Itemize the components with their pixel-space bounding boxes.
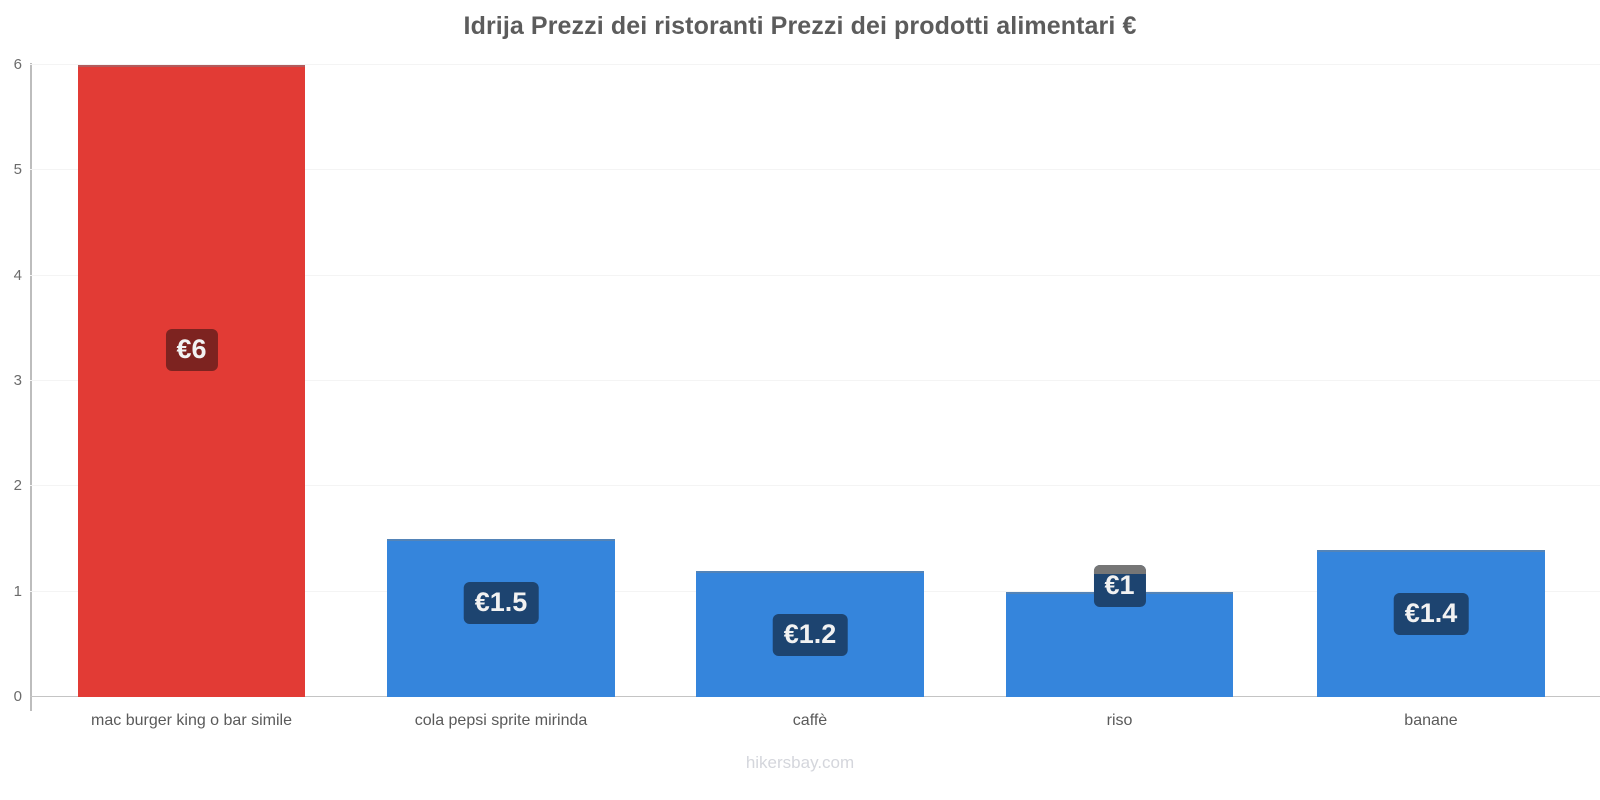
bar-value-label: €1.2 bbox=[772, 613, 848, 656]
bar-top-edge bbox=[78, 65, 305, 67]
x-tick-label: cola pepsi sprite mirinda bbox=[414, 712, 588, 729]
bar-top-edge bbox=[696, 570, 924, 573]
gridline bbox=[30, 64, 1600, 65]
y-tick-label: 1 bbox=[13, 582, 22, 600]
y-tick-label: 4 bbox=[13, 266, 22, 284]
x-tick-label: caffè bbox=[792, 712, 828, 729]
bar[interactable] bbox=[1006, 591, 1233, 697]
gridline bbox=[30, 485, 1600, 487]
bar-value-label: €6 bbox=[165, 329, 218, 371]
y-tick-label: 2 bbox=[13, 477, 22, 495]
y-tick-label: 3 bbox=[13, 372, 22, 389]
bar[interactable] bbox=[78, 65, 305, 697]
gridline bbox=[30, 169, 1600, 171]
bar-top-edge bbox=[387, 539, 615, 541]
chart-title: Idrija Prezzi dei ristoranti Prezzi dei … bbox=[463, 12, 1137, 40]
y-tick-label: 5 bbox=[13, 161, 22, 179]
gridline bbox=[30, 274, 1600, 276]
x-tick-label: mac burger king o bar simile bbox=[91, 712, 292, 729]
y-tick-label: 6 bbox=[13, 56, 22, 73]
footer-credit: hikersbay.com bbox=[745, 753, 855, 772]
y-axis-line bbox=[30, 63, 32, 711]
y-tick-label: 0 bbox=[13, 688, 22, 705]
bar-value-label: €1 bbox=[1093, 564, 1146, 607]
bar-value-label: €1.4 bbox=[1393, 592, 1469, 635]
bar-value-label: €1.5 bbox=[463, 582, 539, 624]
x-tick-label: riso bbox=[1106, 712, 1133, 729]
gridline bbox=[30, 380, 1600, 381]
x-tick-label: banane bbox=[1404, 712, 1458, 729]
plot-area: €6 €1.5 €1.2 €1 €1.4 bbox=[30, 64, 1600, 697]
bar-top-edge bbox=[1317, 549, 1545, 552]
